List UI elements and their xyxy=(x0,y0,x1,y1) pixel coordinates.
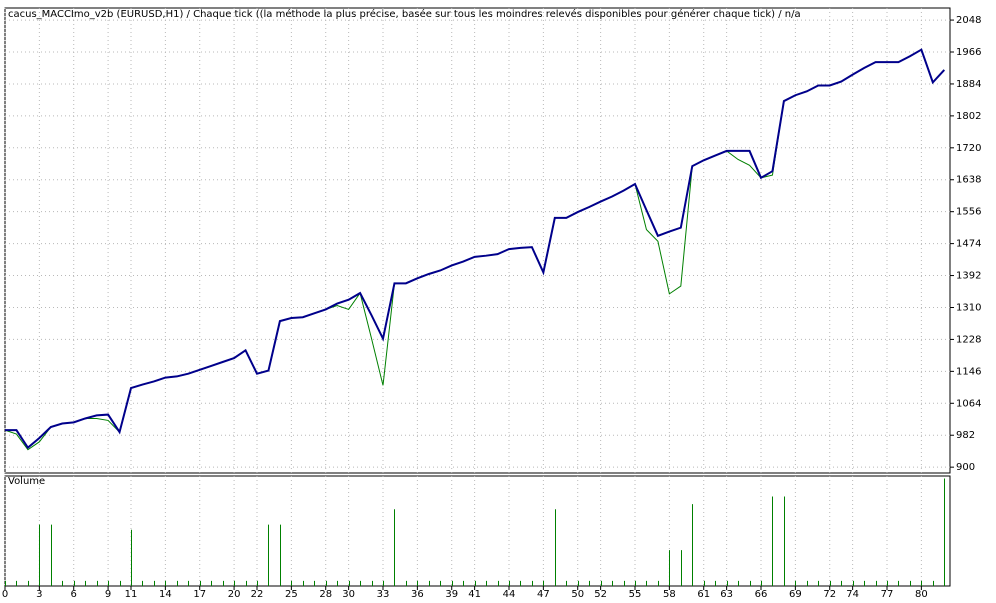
x-tick-label: 55 xyxy=(629,589,642,600)
x-tick-label: 74 xyxy=(846,589,859,600)
x-tick-label: 30 xyxy=(342,589,355,600)
x-tick-label: 14 xyxy=(159,589,172,600)
y-tick-label: 1966 xyxy=(956,47,981,58)
y-tick-label: 1228 xyxy=(956,334,981,345)
volume-panel xyxy=(4,475,951,587)
series-line xyxy=(5,48,946,450)
chart-title: cacus_MACCImo_v2b (EURUSD,H1) / Chaque t… xyxy=(8,8,801,20)
x-tick-label: 33 xyxy=(377,589,390,600)
x-tick-label: 52 xyxy=(594,589,607,600)
y-tick-label: 1310 xyxy=(956,302,981,313)
x-tick-label: 80 xyxy=(915,589,928,600)
x-tick-label: 77 xyxy=(881,589,894,600)
x-tick-label: 47 xyxy=(537,589,550,600)
x-tick-label: 58 xyxy=(663,589,676,600)
x-tick-label: 25 xyxy=(285,589,298,600)
y-tick-label: 1392 xyxy=(956,271,981,282)
x-tick-label: 3 xyxy=(36,589,42,600)
y-tick-label: 1556 xyxy=(956,207,981,218)
y-tick-label: 1474 xyxy=(956,239,981,250)
x-tick-label: 63 xyxy=(720,589,733,600)
y-tick-label: 1064 xyxy=(956,398,981,409)
y-tick-label: 2048 xyxy=(956,15,981,26)
volume-label: Volume xyxy=(8,476,45,487)
x-tick-label: 9 xyxy=(105,589,111,600)
x-tick-label: 11 xyxy=(125,589,138,600)
x-tick-label: 17 xyxy=(193,589,206,600)
y-tick-label: 900 xyxy=(956,462,975,473)
y-tick-label: 1720 xyxy=(956,143,981,154)
x-tick-label: 66 xyxy=(755,589,768,600)
y-tick-label: 1146 xyxy=(956,366,981,377)
y-tick-label: 1802 xyxy=(956,111,981,122)
x-tick-label: 44 xyxy=(503,589,516,600)
x-tick-label: 28 xyxy=(319,589,332,600)
x-tick-label: 22 xyxy=(251,589,264,600)
x-tick-label: 0 xyxy=(2,589,8,600)
x-tick-label: 50 xyxy=(571,589,584,600)
x-tick-label: 6 xyxy=(71,589,77,600)
y-tick-label: 1638 xyxy=(956,175,981,186)
x-tick-label: 36 xyxy=(411,589,424,600)
x-tick-label: 61 xyxy=(697,589,710,600)
x-tick-label: 72 xyxy=(823,589,836,600)
x-tick-label: 69 xyxy=(789,589,802,600)
x-tick-label: 20 xyxy=(228,589,241,600)
x-tick-label: 41 xyxy=(468,589,481,600)
y-tick-label: 982 xyxy=(956,430,975,441)
y-tick-label: 1884 xyxy=(956,79,981,90)
main-panel xyxy=(4,7,951,474)
x-tick-label: 39 xyxy=(445,589,458,600)
